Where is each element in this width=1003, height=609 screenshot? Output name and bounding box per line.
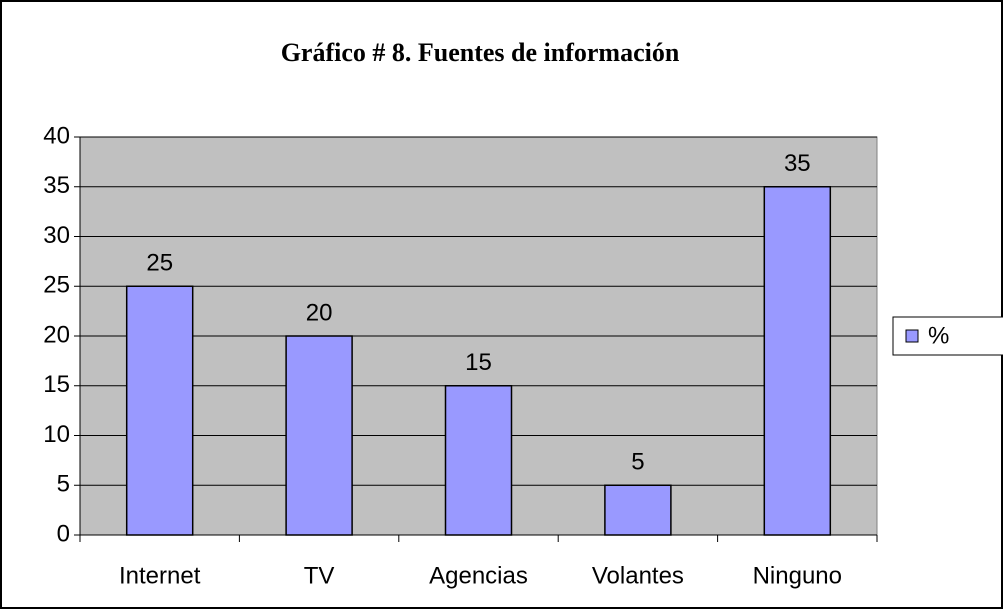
data-label: 25 — [146, 250, 173, 277]
y-tick-label: 10 — [43, 421, 70, 448]
chart-title: Gráfico # 8. Fuentes de información — [281, 38, 680, 67]
bar — [285, 335, 353, 536]
bar — [125, 285, 194, 536]
data-label: 15 — [465, 349, 492, 376]
y-tick-label: 20 — [43, 321, 70, 348]
y-tick-label: 0 — [57, 520, 70, 547]
y-tick-label: 35 — [43, 172, 70, 199]
legend-label: % — [928, 322, 949, 349]
x-tick-label: TV — [304, 562, 335, 589]
legend-swatch — [905, 329, 919, 343]
bar — [444, 385, 513, 536]
bar — [763, 186, 832, 536]
x-tick-label: Internet — [119, 562, 201, 589]
bar — [604, 484, 672, 536]
y-tick-label: 30 — [43, 222, 70, 249]
y-tick-label: 40 — [43, 122, 70, 149]
data-label: 35 — [784, 150, 811, 177]
y-tick-label: 5 — [57, 471, 70, 498]
data-label: 5 — [631, 449, 644, 476]
x-tick-label: Ninguno — [753, 562, 842, 589]
x-tick-label: Volantes — [592, 562, 684, 589]
y-tick-label: 15 — [43, 371, 70, 398]
y-tick-label: 25 — [43, 272, 70, 299]
x-tick-label: Agencias — [429, 562, 528, 589]
data-label: 20 — [306, 299, 333, 326]
